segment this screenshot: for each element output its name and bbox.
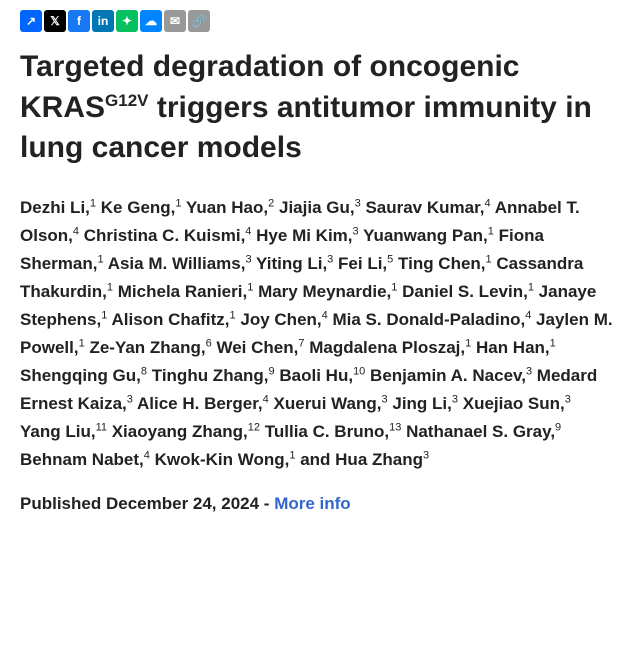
author-name: Xuejiao Sun, [463,394,565,413]
author-name: Yuan Hao, [186,198,268,217]
share-icon[interactable]: ↗ [20,10,42,32]
separator: - [259,494,274,513]
linkedin-icon[interactable]: in [92,10,114,32]
author-affiliation: 1 [550,337,556,349]
author-affiliation: 1 [488,225,494,237]
author-affiliation: 9 [555,421,561,433]
author-affiliation: 10 [353,365,365,377]
x-twitter-icon[interactable]: 𝕏 [44,10,66,32]
author-name: Ke Geng, [101,198,176,217]
author-affiliation: 1 [528,281,534,293]
author-affiliation: 11 [96,421,107,433]
author-list: Dezhi Li,1 Ke Geng,1 Yuan Hao,2 Jiajia G… [20,194,615,474]
author-affiliation: 4 [73,225,79,237]
author-affiliation: 4 [144,449,150,461]
author-name: Yiting Li, [256,254,327,273]
author-name: Yuanwang Pan, [363,226,488,245]
author-affiliation: 3 [245,253,251,265]
author-affiliation: 1 [230,309,236,321]
more-info-link[interactable]: More info [274,494,351,513]
author-and: and [300,450,335,469]
author-name: Ting Chen, [398,254,486,273]
author-name: Hye Mi Kim, [256,226,352,245]
author-name: Hua Zhang [335,450,423,469]
author-affiliation: 9 [269,365,275,377]
author-affiliation: 13 [389,421,401,433]
published-date: December 24, 2024 [106,494,259,513]
author-name: Xuerui Wang, [274,394,382,413]
author-name: Behnam Nabet, [20,450,144,469]
author-affiliation: 1 [289,449,295,461]
author-name: Christina C. Kuismi, [84,226,246,245]
author-affiliation: 4 [322,309,328,321]
author-affiliation: 3 [423,449,429,461]
author-affiliation: 6 [206,337,212,349]
author-name: Dezhi Li, [20,198,90,217]
author-affiliation: 3 [526,365,532,377]
author-name: Magdalena Ploszaj, [309,338,465,357]
author-affiliation: 4 [263,393,269,405]
author-affiliation: 1 [391,281,397,293]
author-name: Jiajia Gu, [279,198,355,217]
author-name: Baoli Hu, [279,366,353,385]
author-affiliation: 4 [525,309,531,321]
author-affiliation: 4 [485,197,491,209]
author-affiliation: 3 [452,393,458,405]
published-label: Published [20,494,106,513]
author-name: Kwok-Kin Wong, [155,450,290,469]
author-name: Benjamin A. Nacev, [370,366,526,385]
author-name: Michela Ranieri, [118,282,247,301]
title-superscript: G12V [105,91,148,110]
author-affiliation: 3 [353,225,359,237]
author-affiliation: 8 [141,365,147,377]
facebook-icon[interactable]: f [68,10,90,32]
email-icon[interactable]: ✉ [164,10,186,32]
author-name: Shengqing Gu, [20,366,141,385]
author-name: Saurav Kumar, [365,198,484,217]
author-name: Daniel S. Levin, [402,282,528,301]
author-name: Han Han, [476,338,550,357]
author-affiliation: 12 [248,421,260,433]
author-name: Xiaoyang Zhang, [112,422,248,441]
publication-info: Published December 24, 2024 - More info [20,494,615,514]
author-affiliation: 1 [79,337,85,349]
author-name: Asia M. Williams, [108,254,246,273]
author-name: Ze-Yan Zhang, [89,338,205,357]
author-affiliation: 3 [127,393,133,405]
author-affiliation: 1 [97,253,103,265]
author-affiliation: 3 [565,393,571,405]
author-name: Yang Liu, [20,422,96,441]
author-affiliation: 1 [175,197,181,209]
author-name: Tullia C. Bruno, [265,422,389,441]
author-name: Alison Chafitz, [111,310,229,329]
author-name: Fei Li, [338,254,387,273]
social-share-bar: ↗ 𝕏 f in ✦ ☁ ✉ 🔗 [20,10,615,32]
author-affiliation: 1 [90,197,96,209]
author-name: Jing Li, [392,394,452,413]
author-name: Nathanael S. Gray, [406,422,555,441]
author-name: Mary Meynardie, [258,282,391,301]
author-affiliation: 1 [107,281,113,293]
author-name: Mia S. Donald-Paladino, [333,310,526,329]
copy-link-icon[interactable]: 🔗 [188,10,210,32]
author-affiliation: 1 [247,281,253,293]
author-affiliation: 1 [465,337,471,349]
author-affiliation: 3 [355,197,361,209]
bluesky-icon[interactable]: ☁ [140,10,162,32]
author-affiliation: 2 [268,197,274,209]
author-affiliation: 5 [387,253,393,265]
wechat-icon[interactable]: ✦ [116,10,138,32]
author-affiliation: 1 [486,253,492,265]
author-affiliation: 1 [101,309,107,321]
article-title: Targeted degradation of oncogenic KRASG1… [20,47,615,169]
author-affiliation: 3 [327,253,333,265]
author-name: Joy Chen, [240,310,321,329]
author-affiliation: 7 [298,337,304,349]
author-affiliation: 3 [382,393,388,405]
author-name: Alice H. Berger, [137,394,263,413]
author-name: Wei Chen, [216,338,298,357]
author-affiliation: 4 [245,225,251,237]
author-name: Tinghu Zhang, [152,366,269,385]
